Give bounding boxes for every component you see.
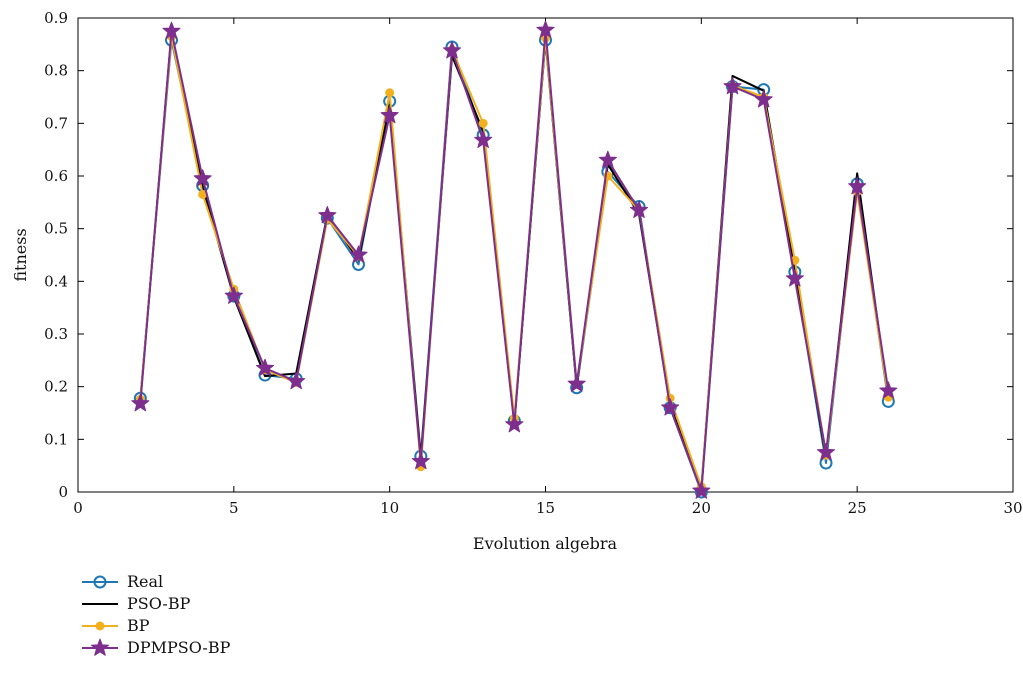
- legend-label: BP: [127, 616, 150, 635]
- legend-item-dpmpso-bp: DPMPSO-BP: [82, 638, 231, 657]
- data-point-dpmpso-bp: [380, 105, 399, 124]
- y-tick-label: 0.2: [44, 378, 68, 396]
- data-point-dpmpso-bp: [629, 200, 649, 219]
- data-point-dpmpso-bp: [193, 169, 212, 187]
- legend-item-bp: BP: [82, 616, 150, 635]
- legend-item-pso-bp: PSO-BP: [82, 594, 191, 613]
- data-point-dpmpso-bp: [879, 381, 898, 399]
- x-tick-label: 20: [692, 499, 711, 517]
- legend-swatch-marker: [93, 575, 107, 589]
- data-point-dpmpso-bp: [848, 177, 867, 195]
- legend-label: PSO-BP: [127, 594, 191, 613]
- y-tick-label: 0: [58, 483, 68, 501]
- data-point-bp: [385, 88, 395, 98]
- legend: Real PSO-BP BP DPMPSO-BP: [82, 572, 231, 657]
- y-tick-label: 0.7: [44, 114, 68, 132]
- x-tick-label: 15: [536, 499, 555, 517]
- data-point-dpmpso-bp: [567, 374, 586, 392]
- x-tick-label: 0: [73, 499, 83, 517]
- data-point-dpmpso-bp: [255, 358, 275, 377]
- x-tick-label: 25: [848, 499, 867, 517]
- y-tick-label: 0.4: [44, 272, 68, 290]
- legend-label: Real: [127, 572, 163, 591]
- data-point-dpmpso-bp: [816, 443, 836, 461]
- legend-swatch-marker: [90, 638, 110, 656]
- y-tick-label: 0.6: [44, 167, 68, 185]
- axis-ticks: 0 5 10 15 20 25 30 0 0.1 0.2 0.3 0.4 0.5 0.6 0.7 0.8 0.9: [44, 9, 1022, 517]
- x-tick-label: 5: [229, 499, 239, 517]
- legend-label: DPMPSO-BP: [127, 638, 231, 657]
- data-point-dpmpso-bp: [318, 206, 337, 224]
- data-point-dpmpso-bp: [536, 20, 555, 38]
- data-point-dpmpso-bp: [754, 90, 773, 108]
- series-dpmpso-bp: [131, 20, 898, 499]
- y-tick-label: 0.5: [44, 220, 68, 238]
- data-point-bp: [478, 118, 488, 128]
- x-tick-label: 30: [1003, 499, 1022, 517]
- data-point-dpmpso-bp: [349, 245, 368, 263]
- data-point-dpmpso-bp: [661, 398, 680, 416]
- y-tick-label: 0.8: [44, 62, 68, 80]
- data-point-dpmpso-bp: [474, 130, 493, 148]
- data-point-dpmpso-bp: [785, 269, 804, 287]
- data-point-dpmpso-bp: [411, 451, 430, 470]
- data-point-dpmpso-bp: [505, 415, 524, 433]
- x-tick-label: 10: [380, 499, 399, 517]
- data-point-dpmpso-bp: [224, 286, 243, 304]
- legend-item-real: Real: [82, 572, 163, 591]
- data-point-dpmpso-bp: [131, 394, 150, 412]
- data-point-dpmpso-bp: [723, 76, 742, 95]
- plot-area-frame: [77, 17, 1014, 493]
- data-point-dpmpso-bp: [692, 481, 711, 499]
- y-tick-label: 0.9: [44, 9, 68, 27]
- y-axis-title: fitness: [11, 228, 30, 281]
- y-tick-label: 0.3: [44, 325, 68, 343]
- y-tick-label: 0.1: [44, 430, 68, 448]
- data-point-dpmpso-bp: [598, 150, 617, 168]
- x-axis-title: Evolution algebra: [473, 534, 618, 553]
- data-point-dpmpso-bp: [287, 371, 306, 390]
- data-point-dpmpso-bp: [442, 41, 462, 59]
- legend-swatch-marker: [95, 621, 105, 631]
- data-point-dpmpso-bp: [162, 21, 181, 39]
- series-layer: [131, 20, 898, 499]
